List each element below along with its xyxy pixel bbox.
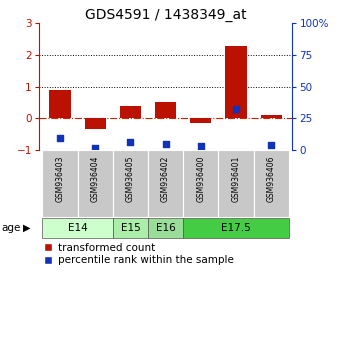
Bar [190,118,211,122]
Text: GSM936400: GSM936400 [196,155,205,202]
Bar [120,105,141,118]
Text: GSM936403: GSM936403 [55,155,65,202]
Bar [261,115,282,118]
Point [268,143,274,148]
Title: GDS4591 / 1438349_at: GDS4591 / 1438349_at [85,8,246,22]
Bar [78,150,113,217]
Bar [148,218,183,238]
Bar [49,90,71,118]
Bar [84,118,106,130]
Legend: transformed count, percentile rank within the sample: transformed count, percentile rank withi… [44,242,234,265]
Text: GSM936404: GSM936404 [91,155,100,202]
Point [198,143,203,149]
Bar [183,218,289,238]
Bar [148,150,183,217]
Bar [218,150,254,217]
Text: E15: E15 [121,223,140,233]
Text: GSM936406: GSM936406 [267,155,276,202]
Bar [155,102,176,118]
Bar [42,150,78,217]
Bar [113,150,148,217]
Point [128,139,133,145]
Bar [254,150,289,217]
Bar [42,218,113,238]
Text: E14: E14 [68,223,88,233]
Point [57,135,63,141]
Point [233,107,239,112]
Text: E16: E16 [156,223,175,233]
Text: ▶: ▶ [23,223,30,233]
Text: GSM936405: GSM936405 [126,155,135,202]
Text: E17.5: E17.5 [221,223,251,233]
Point [163,141,168,147]
Bar [183,150,218,217]
Text: GSM936401: GSM936401 [232,155,241,202]
Text: GSM936402: GSM936402 [161,155,170,202]
Text: age: age [2,223,21,233]
Point [93,145,98,150]
Bar [113,218,148,238]
Bar [225,46,247,118]
